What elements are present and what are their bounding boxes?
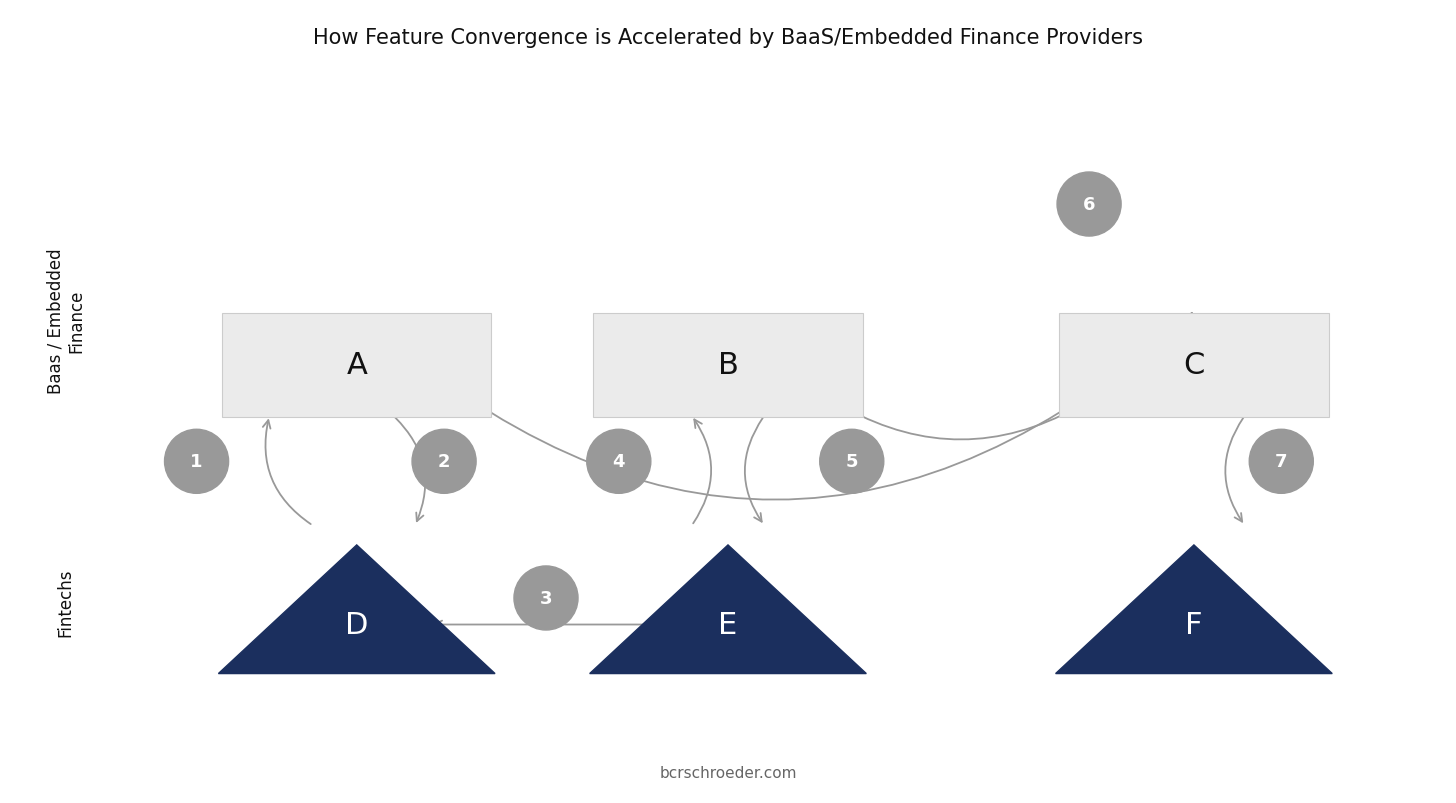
- Polygon shape: [1056, 545, 1332, 674]
- Bar: [221, 313, 492, 418]
- Text: 2: 2: [438, 453, 450, 471]
- Polygon shape: [218, 545, 495, 674]
- Ellipse shape: [1249, 430, 1313, 494]
- Text: Baas / Embedded
Finance: Baas / Embedded Finance: [47, 248, 84, 394]
- Ellipse shape: [587, 430, 651, 494]
- Text: B: B: [718, 351, 738, 380]
- Ellipse shape: [412, 430, 476, 494]
- Text: 6: 6: [1083, 196, 1095, 214]
- Ellipse shape: [514, 566, 578, 630]
- Text: 3: 3: [540, 589, 552, 607]
- Bar: [1059, 313, 1328, 418]
- Text: How Feature Convergence is Accelerated by BaaS/Embedded Finance Providers: How Feature Convergence is Accelerated b…: [313, 28, 1143, 48]
- Text: 4: 4: [613, 453, 625, 471]
- Text: 1: 1: [191, 453, 202, 471]
- Text: F: F: [1185, 610, 1203, 639]
- Polygon shape: [590, 545, 866, 674]
- Text: C: C: [1184, 351, 1204, 380]
- Text: Fintechs: Fintechs: [57, 568, 74, 637]
- Text: E: E: [718, 610, 738, 639]
- Ellipse shape: [1057, 173, 1121, 237]
- Text: 5: 5: [846, 453, 858, 471]
- Text: 7: 7: [1275, 453, 1287, 471]
- Text: bcrschroeder.com: bcrschroeder.com: [660, 765, 796, 780]
- Text: A: A: [347, 351, 367, 380]
- Ellipse shape: [820, 430, 884, 494]
- Ellipse shape: [165, 430, 229, 494]
- Bar: [594, 313, 863, 418]
- Text: D: D: [345, 610, 368, 639]
